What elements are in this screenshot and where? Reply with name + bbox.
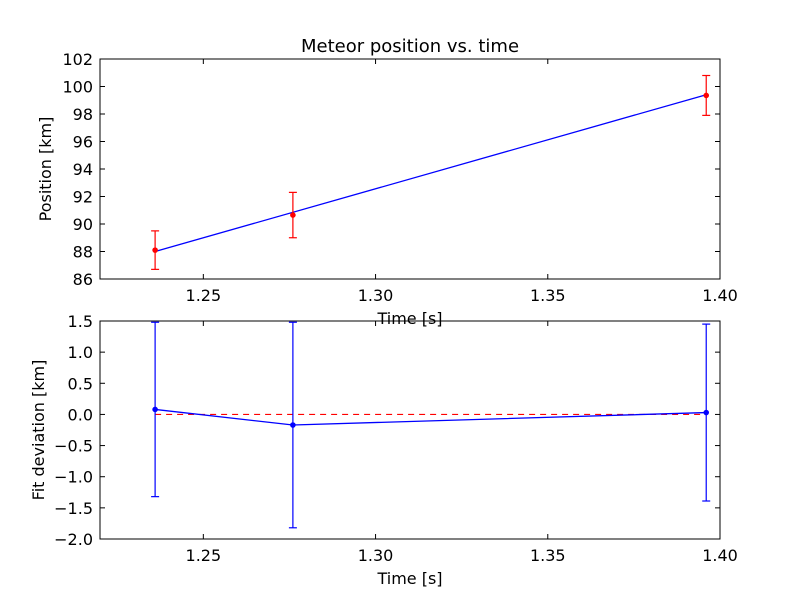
position-x-axis-label: Time [s] bbox=[376, 309, 442, 328]
deviation-data-point bbox=[290, 422, 296, 428]
position-plot-area: 1.25 1.30 1.35 1.40 86 88 90 92 94 96 98 100 102 bbox=[62, 50, 737, 305]
position-axes-frame bbox=[99, 58, 721, 280]
deviation-x-tick-label: 1.35 bbox=[530, 546, 566, 565]
position-data-point bbox=[290, 212, 296, 218]
position-y-tick-label: 86 bbox=[73, 270, 93, 289]
deviation-x-tick-label: 1.40 bbox=[702, 546, 738, 565]
deviation-y-tick-label: −2.0 bbox=[54, 530, 93, 549]
deviation-data-point bbox=[152, 406, 158, 413]
position-y-tick-label: 96 bbox=[73, 133, 93, 152]
position-chart-title: Meteor position vs. time bbox=[301, 36, 519, 57]
deviation-y-tick-label: −1.5 bbox=[54, 499, 93, 518]
deviation-y-tick-label: 1.0 bbox=[68, 343, 93, 362]
position-subplot: Meteor position vs. time Time [s] Positi… bbox=[36, 36, 738, 328]
position-y-tick-label: 100 bbox=[62, 78, 93, 97]
position-data-point bbox=[152, 247, 158, 253]
deviation-y-tick-label: 0.5 bbox=[68, 374, 93, 393]
position-y-tick-label: 98 bbox=[73, 105, 93, 124]
position-x-tick-label: 1.40 bbox=[702, 286, 738, 305]
deviation-y-tick-label: −1.0 bbox=[54, 468, 93, 487]
deviation-y-tick-label: 1.5 bbox=[68, 312, 93, 331]
fit-line bbox=[154, 94, 707, 253]
deviation-y-tick-label: −0.5 bbox=[54, 437, 93, 456]
deviation-subplot: Time [s] Fit deviation [km] 1.25 1.30 1.35… bbox=[29, 312, 738, 588]
deviation-x-tick-label: 1.25 bbox=[186, 546, 222, 565]
position-x-tick-label: 1.25 bbox=[186, 286, 222, 305]
position-y-tick-label: 88 bbox=[73, 243, 93, 262]
deviation-y-axis-label: Fit deviation [km] bbox=[29, 360, 48, 501]
position-y-axis-label: Position [km] bbox=[36, 117, 55, 222]
deviation-y-tick-label: 0.0 bbox=[68, 405, 93, 424]
position-x-tick-label: 1.30 bbox=[358, 286, 394, 305]
position-y-tick-label: 102 bbox=[62, 50, 93, 69]
deviation-x-tick-label: 1.30 bbox=[358, 546, 394, 565]
deviation-x-axis-label: Time [s] bbox=[376, 569, 442, 588]
position-data-point bbox=[703, 92, 710, 99]
position-y-tick-label: 92 bbox=[73, 188, 93, 207]
position-x-tick-label: 1.35 bbox=[530, 286, 566, 305]
deviation-axes-frame bbox=[99, 320, 721, 540]
position-y-tick-label: 94 bbox=[73, 160, 93, 179]
deviation-data-point bbox=[703, 409, 710, 416]
position-y-tick-label: 90 bbox=[73, 215, 93, 234]
deviation-plot-area: 1.25 1.30 1.35 1.40 −2.0 −1.5 −1.0 −0.5 0.0 0.5 1.… bbox=[54, 312, 738, 565]
